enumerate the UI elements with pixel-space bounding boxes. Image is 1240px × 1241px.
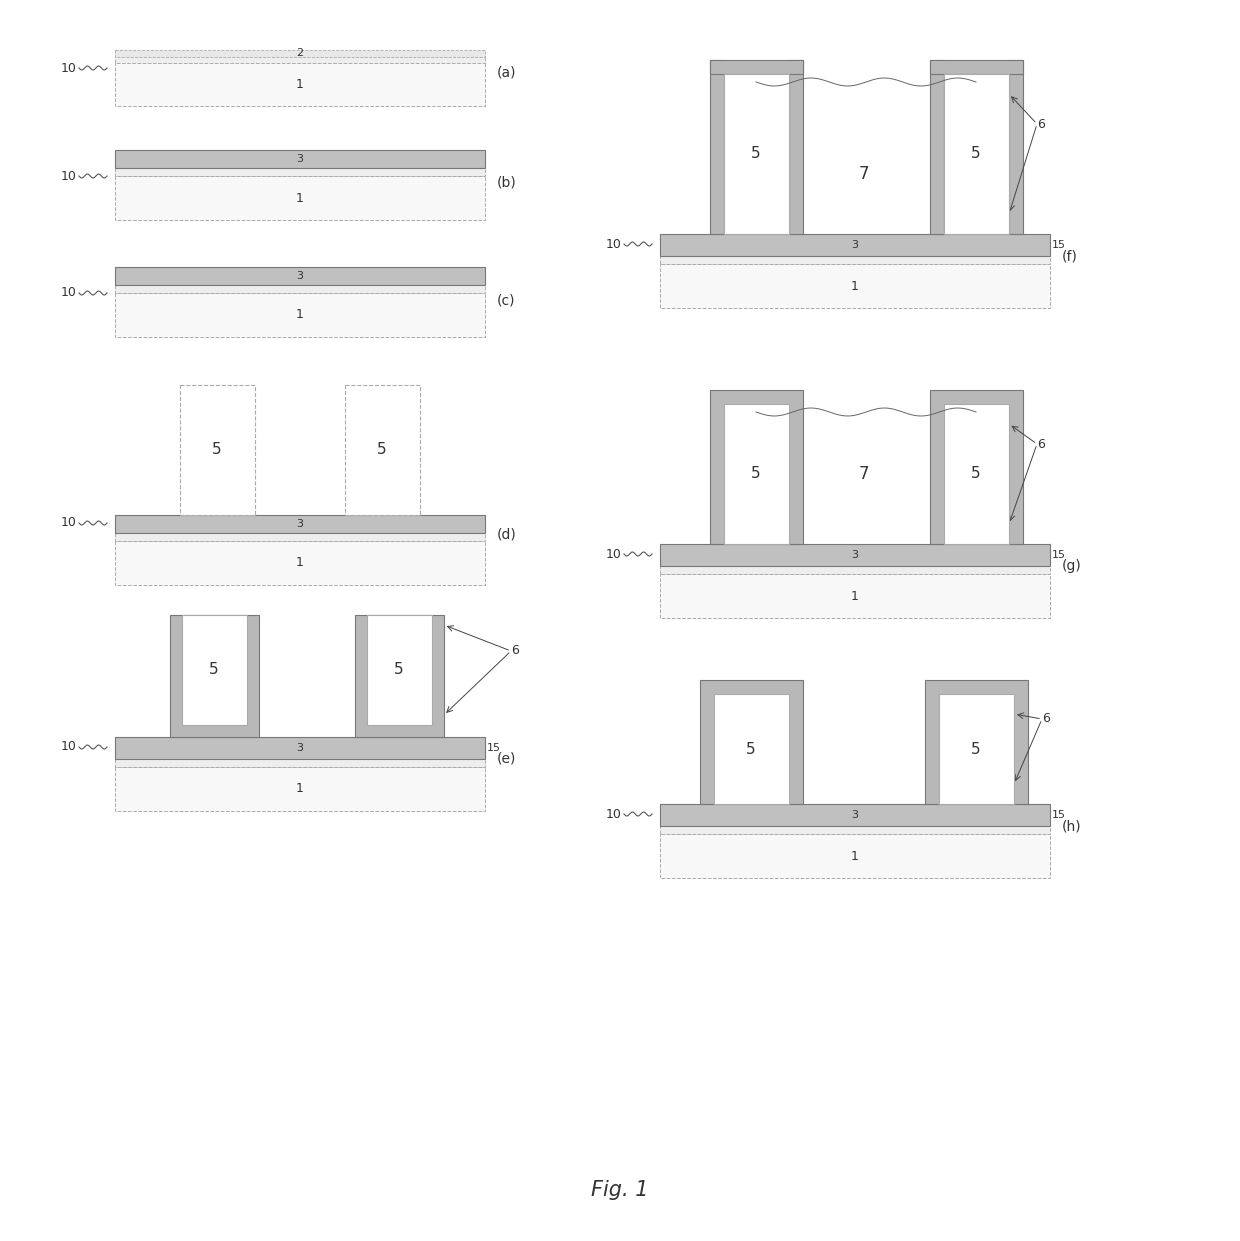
Text: (a): (a) — [497, 66, 517, 79]
Text: 1: 1 — [851, 589, 859, 602]
Bar — [115, 62, 485, 105]
Text: 7: 7 — [859, 165, 869, 182]
Bar — [711, 60, 724, 235]
Bar — [115, 168, 485, 176]
Bar — [115, 267, 485, 285]
Bar — [115, 737, 485, 759]
Text: 10: 10 — [606, 808, 622, 820]
Text: 5: 5 — [394, 663, 404, 678]
Bar — [660, 834, 1050, 877]
Text: 5: 5 — [751, 146, 761, 161]
Text: (h): (h) — [1061, 819, 1081, 833]
Bar — [660, 235, 1050, 256]
Text: 1: 1 — [296, 783, 304, 795]
Text: 1: 1 — [296, 77, 304, 91]
Bar — [115, 285, 485, 293]
Bar — [115, 293, 485, 338]
Bar — [115, 515, 485, 532]
Text: 5: 5 — [971, 467, 981, 482]
Text: 6: 6 — [1037, 438, 1045, 450]
Bar — [115, 150, 485, 168]
Bar — [701, 680, 804, 804]
Text: 15: 15 — [1052, 810, 1066, 820]
Bar — [939, 694, 1014, 804]
Text: 3: 3 — [296, 519, 304, 529]
Bar — [925, 680, 1028, 804]
Text: 10: 10 — [61, 170, 77, 182]
Bar — [115, 176, 485, 220]
Bar — [660, 566, 1050, 575]
Bar — [180, 385, 255, 515]
Bar — [115, 532, 485, 541]
Text: 10: 10 — [606, 547, 622, 561]
Text: 10: 10 — [606, 237, 622, 251]
Bar — [789, 60, 804, 235]
Text: (g): (g) — [1061, 558, 1081, 573]
Bar — [170, 616, 259, 737]
Bar — [1009, 60, 1023, 235]
Text: 15: 15 — [1052, 240, 1066, 249]
Text: 1: 1 — [851, 850, 859, 862]
Bar — [115, 541, 485, 585]
Bar — [711, 60, 804, 74]
Bar — [660, 544, 1050, 566]
Text: 3: 3 — [296, 154, 304, 164]
Text: 1: 1 — [296, 309, 304, 321]
Text: 5: 5 — [210, 663, 218, 678]
Bar — [724, 405, 789, 544]
Text: 5: 5 — [212, 443, 222, 458]
Text: 10: 10 — [61, 62, 77, 74]
Text: 5: 5 — [971, 742, 981, 757]
Text: 10: 10 — [61, 287, 77, 299]
Text: 6: 6 — [511, 644, 518, 658]
Text: 1: 1 — [296, 556, 304, 570]
Text: 10: 10 — [61, 741, 77, 753]
Bar — [115, 56, 485, 63]
Text: 3: 3 — [296, 271, 304, 280]
Bar — [930, 390, 1023, 544]
Text: 15: 15 — [1052, 550, 1066, 560]
Text: 3: 3 — [852, 550, 858, 560]
Bar — [660, 827, 1050, 834]
Bar — [930, 60, 944, 235]
Bar — [714, 694, 789, 804]
Text: (f): (f) — [1061, 249, 1078, 263]
Text: 7: 7 — [859, 465, 869, 483]
Text: 5: 5 — [751, 467, 761, 482]
Text: 3: 3 — [852, 810, 858, 820]
Text: 3: 3 — [852, 240, 858, 249]
Text: 10: 10 — [61, 516, 77, 530]
Bar — [660, 804, 1050, 827]
Text: 5: 5 — [746, 742, 756, 757]
Text: (b): (b) — [497, 176, 517, 190]
Bar — [724, 74, 789, 235]
Text: 6: 6 — [1042, 712, 1050, 726]
Text: 15: 15 — [487, 743, 501, 753]
Bar — [930, 60, 1023, 74]
Text: 1: 1 — [296, 191, 304, 205]
Bar — [660, 256, 1050, 264]
Text: Fig. 1: Fig. 1 — [591, 1180, 649, 1200]
Text: 6: 6 — [1037, 118, 1045, 130]
Text: (c): (c) — [497, 293, 516, 307]
Text: 3: 3 — [296, 743, 304, 753]
Bar — [115, 50, 485, 57]
Bar — [944, 74, 1009, 235]
Text: 5: 5 — [377, 443, 387, 458]
Bar — [115, 759, 485, 767]
Bar — [115, 767, 485, 812]
Text: 5: 5 — [971, 146, 981, 161]
Bar — [367, 616, 432, 725]
Bar — [355, 616, 444, 737]
Text: (e): (e) — [497, 752, 516, 766]
Text: 1: 1 — [851, 279, 859, 293]
Text: 2: 2 — [296, 48, 304, 58]
Bar — [660, 264, 1050, 308]
Bar — [345, 385, 420, 515]
Text: (d): (d) — [497, 527, 517, 542]
Bar — [711, 390, 804, 544]
Bar — [944, 405, 1009, 544]
Bar — [182, 616, 247, 725]
Bar — [660, 575, 1050, 618]
